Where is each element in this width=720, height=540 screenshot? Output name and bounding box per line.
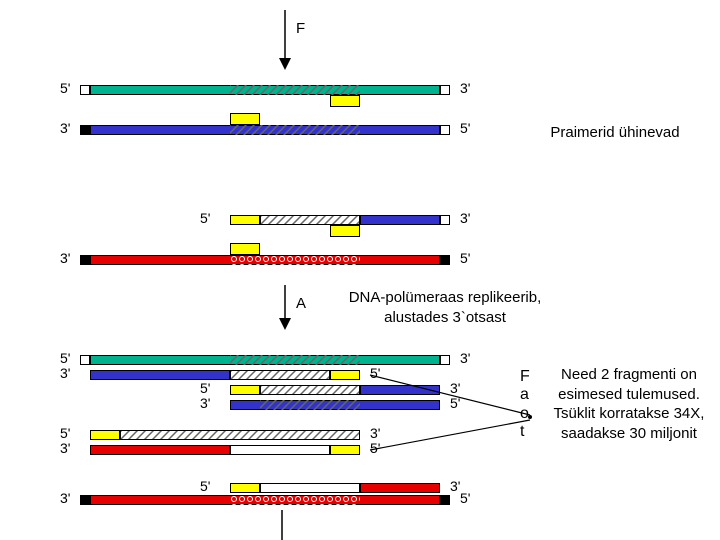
region-hatch — [260, 215, 360, 225]
region-hatch — [230, 495, 360, 505]
partial-letter-poly: A — [296, 295, 306, 312]
label-5p: 5' — [200, 478, 210, 494]
region-hatch — [230, 445, 330, 455]
label-3p: 3' — [200, 395, 210, 411]
endcap — [440, 355, 450, 365]
line-bottom — [280, 510, 284, 540]
endcap — [80, 495, 90, 505]
endcap — [440, 85, 450, 95]
label-3p: 3' — [460, 350, 470, 366]
label-3p: 3' — [60, 120, 70, 136]
label-3p: 3' — [60, 250, 70, 266]
strand-blue-ext — [360, 215, 440, 225]
diagram-canvas: F 5' 3' 3' 5' Praimerid ühinevad 5' 3' 3… — [0, 0, 720, 540]
endcap — [80, 85, 90, 95]
label-3p: 3' — [60, 365, 70, 381]
label-3p: 3' — [60, 490, 70, 506]
strand-red-ext — [360, 483, 440, 493]
arrow-down-top — [275, 10, 295, 70]
primer — [330, 225, 360, 237]
label-5p: 5' — [460, 250, 470, 266]
endcap — [440, 495, 450, 505]
label-5p: 5' — [60, 80, 70, 96]
primer — [90, 430, 120, 440]
endcap — [440, 255, 450, 265]
region-hatch — [230, 370, 330, 380]
endcap — [80, 125, 90, 135]
primer — [330, 95, 360, 107]
text-polymerase: DNA-polümeraas replikeerib, alustades 3`… — [330, 288, 560, 327]
label-5p: 5' — [200, 380, 210, 396]
region-hatch — [230, 355, 360, 365]
label-5p: 5' — [460, 120, 470, 136]
primer — [230, 215, 260, 225]
primer — [230, 243, 260, 255]
region-hatch — [120, 430, 360, 440]
label-5p: 5' — [200, 210, 210, 226]
label-3p: 3' — [450, 478, 460, 494]
label-5p: 5' — [60, 350, 70, 366]
region-hatch — [260, 483, 360, 493]
label-5p: 5' — [60, 425, 70, 441]
label-5p: 5' — [460, 490, 470, 506]
arrow-down-mid — [275, 285, 295, 330]
label-3p: 3' — [60, 440, 70, 456]
label-3p: 3' — [460, 80, 470, 96]
label-3p: 3' — [460, 210, 470, 226]
endcap — [80, 355, 90, 365]
partial-frag-letters: F a o t — [520, 368, 530, 442]
endcap — [440, 125, 450, 135]
region-hatch — [230, 125, 360, 135]
text-primers-anneal: Praimerid ühinevad — [530, 123, 700, 143]
region-hatch — [230, 255, 360, 265]
region-hatch — [260, 400, 360, 410]
strand-red-prod — [90, 445, 230, 455]
primer — [330, 370, 360, 380]
endcap — [440, 215, 450, 225]
primer — [230, 385, 260, 395]
region-hatch — [230, 85, 360, 95]
strand-blue-prod — [90, 370, 230, 380]
primer — [230, 483, 260, 493]
primer — [330, 445, 360, 455]
primer — [230, 113, 260, 125]
text-fragments: Need 2 fragmenti on esimesed tulemused. … — [544, 365, 714, 443]
region-hatch — [260, 385, 360, 395]
endcap — [80, 255, 90, 265]
partial-letter-top: F — [296, 20, 305, 37]
